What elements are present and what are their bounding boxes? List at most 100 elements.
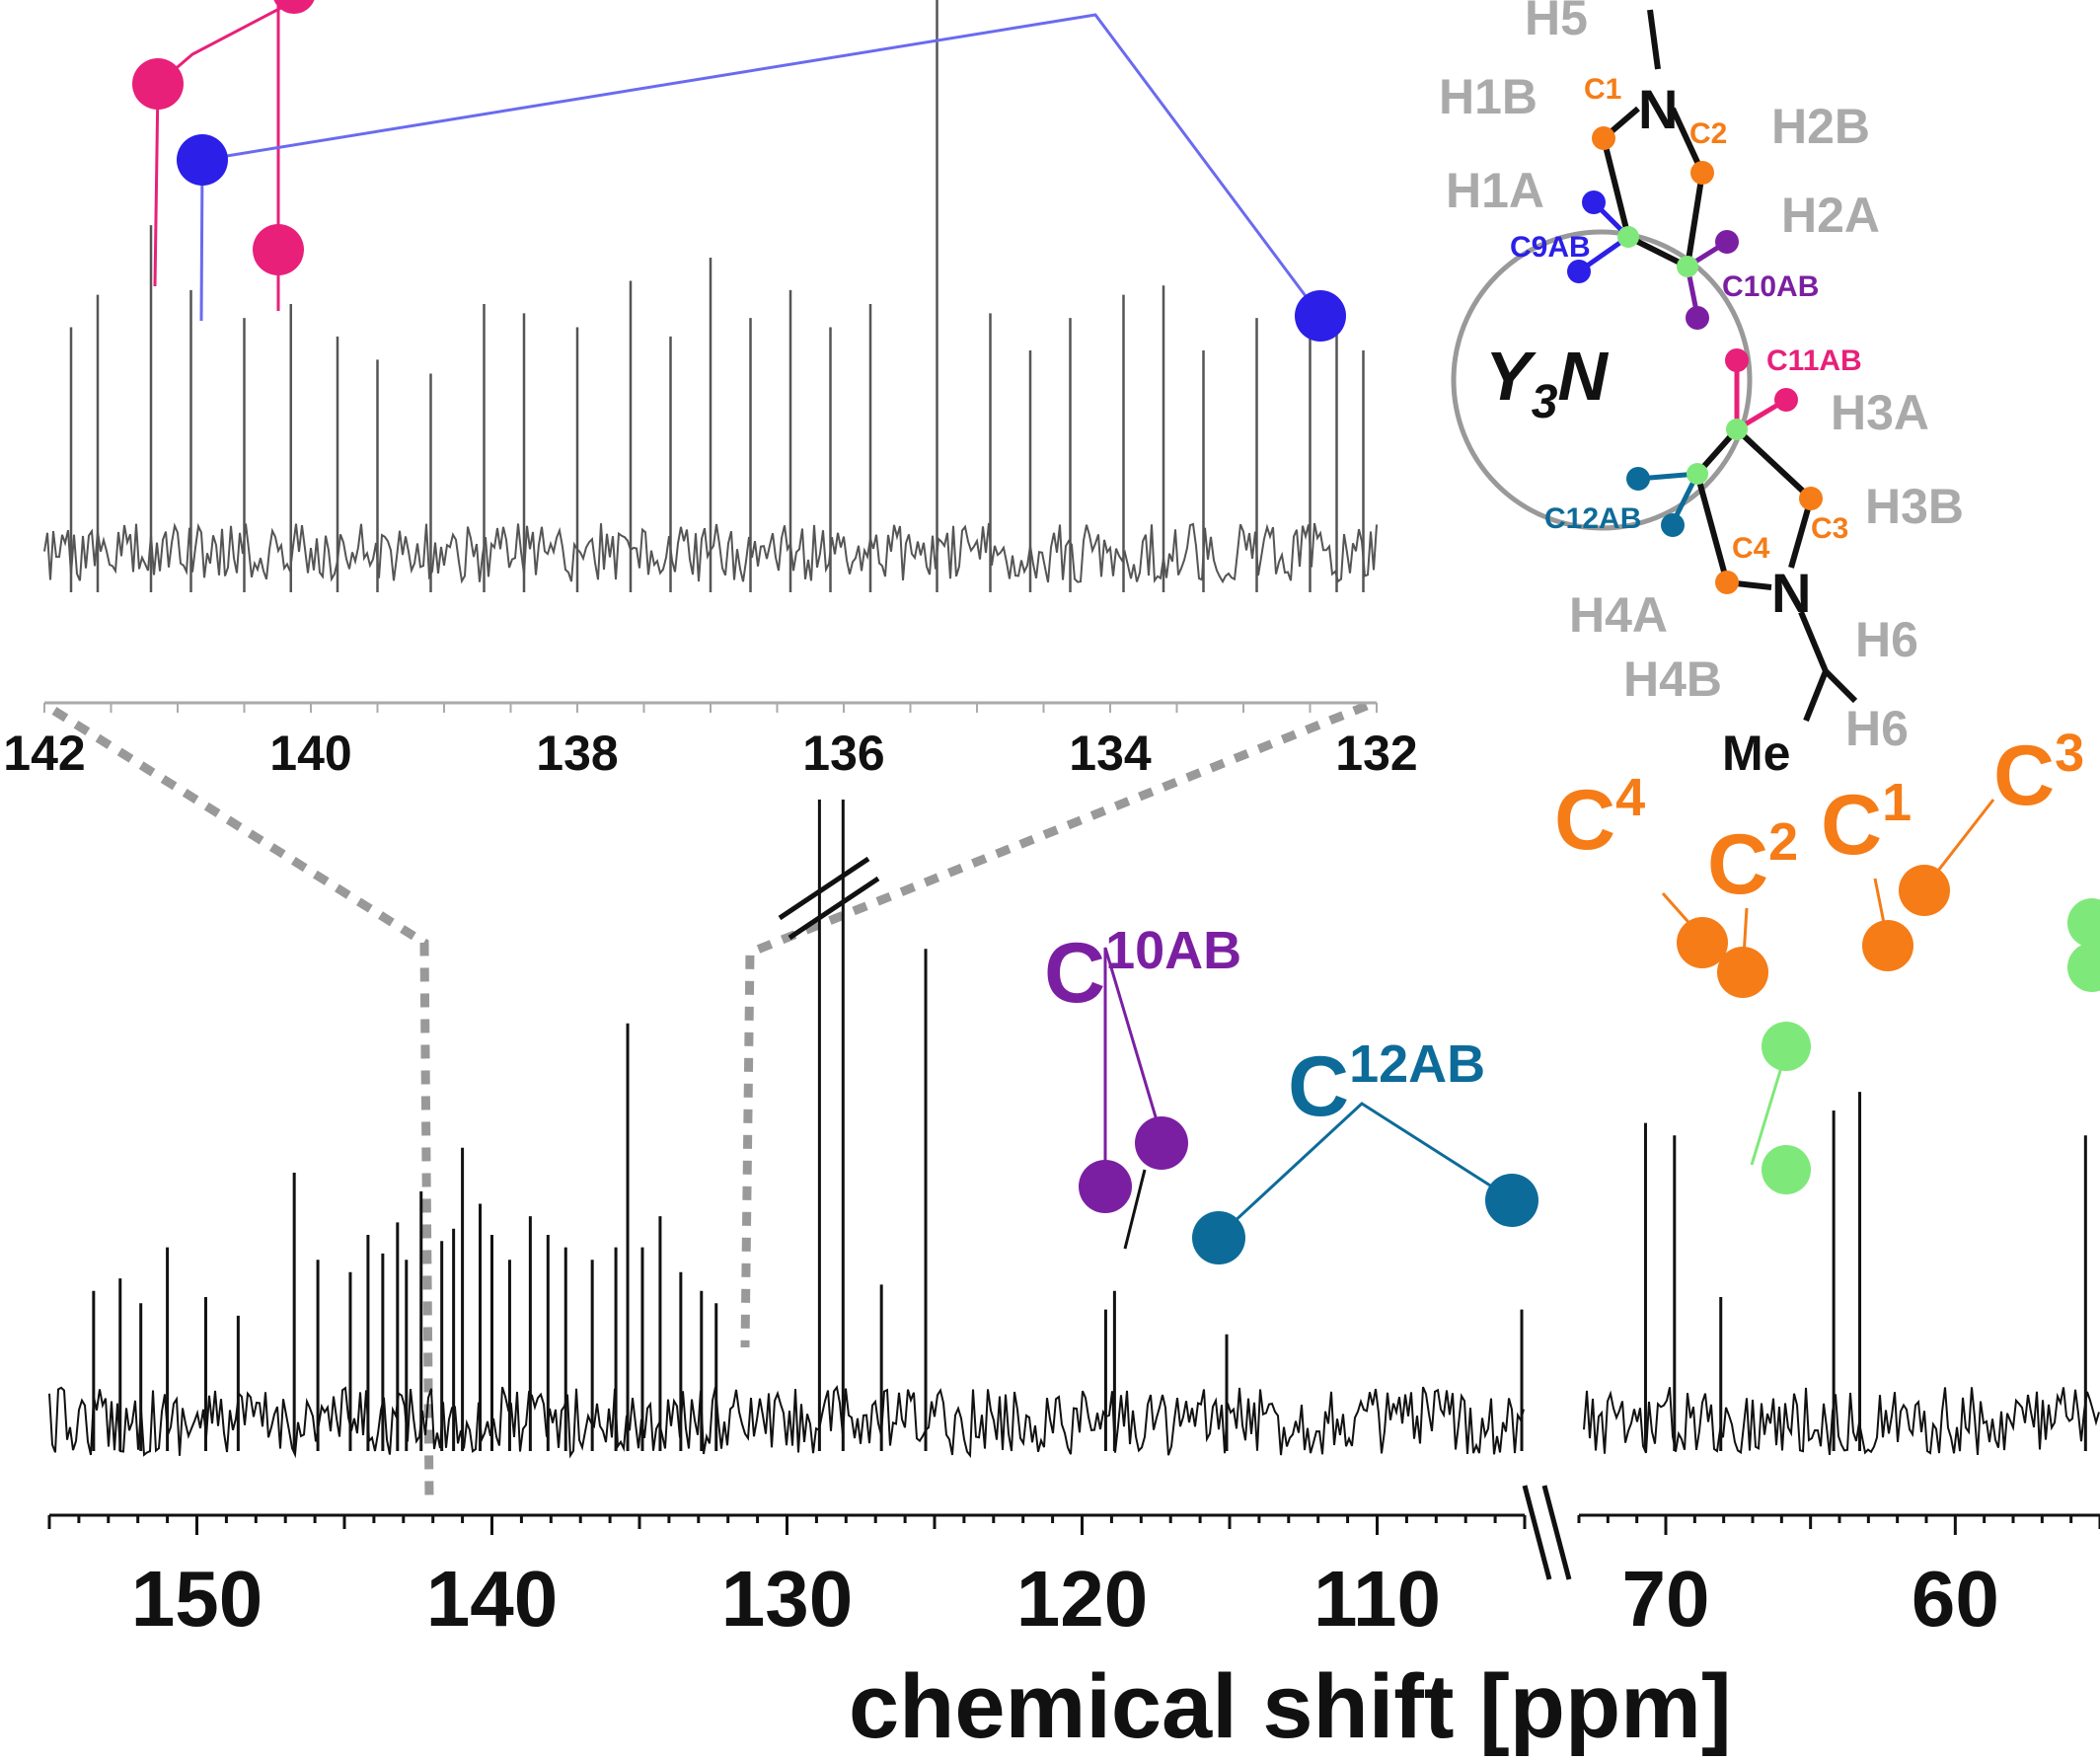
c1-atom-label: C1: [1584, 73, 1621, 106]
atom-c1: [1592, 126, 1615, 150]
atom-n2: N: [1771, 562, 1811, 624]
inset-annotations: [132, 0, 1346, 342]
bond-n2-me: [1798, 610, 1829, 673]
bond-n1-top: [1647, 9, 1661, 70]
c4-atom-label: C4: [1732, 532, 1770, 565]
green-marker-2: [1762, 1145, 1811, 1194]
h3a-label: H3A: [1831, 385, 1929, 440]
c3-atom-label: C3: [1811, 512, 1848, 545]
inset-spectrum: [43, 0, 1378, 592]
h1a-label: H1A: [1446, 163, 1544, 218]
annotation-c10ab: C10AB: [1044, 921, 1241, 1250]
axis-break-line-1: [1522, 1485, 1552, 1580]
atom-c12b: [1661, 513, 1685, 537]
bond-c9-c10: [1626, 234, 1689, 269]
c12ab-leader: [1217, 1102, 1513, 1238]
main-tick-label-130: 130: [721, 1555, 853, 1643]
peak-break-marks: [778, 856, 880, 941]
bond-c2-c10: [1685, 172, 1705, 268]
annotation-c3: C3: [1899, 724, 2084, 916]
h3b-label: H3B: [1865, 479, 1964, 534]
green-marker-1: [1762, 1022, 1811, 1071]
zoom-connectors: [51, 701, 1369, 1501]
c4-marker: [1677, 917, 1728, 968]
bond-c7-c3: [1734, 426, 1814, 501]
atom-c7: [1726, 419, 1748, 440]
blue-leader: [201, 13, 1322, 317]
main-tick-label-140: 140: [426, 1555, 558, 1643]
c10ab-marker-1: [1079, 1160, 1132, 1213]
annotation-c1: C1: [1821, 773, 1913, 971]
main-tick-label-60: 60: [1912, 1555, 1999, 1643]
h4b-label: H4B: [1623, 651, 1722, 707]
h4a-label: H4A: [1569, 587, 1668, 643]
magenta-marker-1: [132, 58, 184, 110]
inset-tick-label-132: 132: [1335, 726, 1417, 781]
atom-c2: [1690, 161, 1714, 185]
atom-c11b: [1774, 388, 1798, 412]
x-axis-title: chemical shift [ppm]: [849, 1656, 1732, 1756]
main-spectrum: [48, 800, 2100, 1459]
magenta-marker-2: [253, 224, 304, 275]
green-marker-3: [2067, 898, 2100, 948]
main-tick-label-110: 110: [1313, 1555, 1441, 1643]
atom-c10b: [1686, 306, 1709, 330]
bond-me-down: [1803, 669, 1829, 723]
magenta-marker-3: [273, 0, 315, 14]
molecule-side-bonds: [1577, 200, 1788, 525]
h6-label-1: H6: [1855, 612, 1918, 667]
inset-tick-label-136: 136: [802, 726, 884, 781]
zoom-connector-right: [740, 701, 1369, 1348]
atom-c12a: [1626, 467, 1650, 491]
peak-break-line-2: [788, 876, 880, 941]
c11ab-atom-label: C11AB: [1766, 345, 1862, 377]
c2-marker: [1717, 947, 1768, 998]
me-label: Me: [1722, 726, 1790, 781]
c12ab-marker-2: [1485, 1174, 1538, 1227]
c2-label: C2: [1707, 812, 1798, 912]
molecule-atom-dots: [1567, 126, 1823, 594]
atom-n1: N: [1638, 78, 1678, 140]
magenta-stem-1: [153, 83, 160, 287]
c3-label: C3: [1993, 724, 2084, 823]
c12ab-atom-label: C12AB: [1544, 502, 1641, 535]
molecule-diagram: Y3N: [1439, 0, 1964, 781]
h6-label-2: H6: [1845, 701, 1909, 756]
blue-marker-2: [1295, 290, 1346, 342]
annotation-c12ab: C12AB: [1192, 1034, 1538, 1264]
main-tick-label-120: 120: [1016, 1555, 1148, 1643]
atom-c9b: [1567, 260, 1591, 283]
atom-c9: [1617, 226, 1639, 248]
main-tick-label-70: 70: [1622, 1555, 1710, 1643]
c10ab-atom-label: C10AB: [1722, 270, 1819, 303]
molecule-center-label: Y3N: [1485, 338, 1609, 428]
blue-stem: [199, 159, 204, 322]
peak-break-line-1: [778, 856, 870, 921]
inset-tick-label-134: 134: [1069, 726, 1152, 781]
c2-atom-label: C2: [1689, 117, 1727, 150]
c3-marker: [1899, 865, 1950, 916]
inset-axis: 142 140 138 136 134 132: [3, 701, 1418, 781]
c12ab-marker-1: [1192, 1211, 1245, 1264]
main-baseline-noise-1: [48, 1384, 1525, 1459]
green-markers: [1750, 898, 2100, 1194]
c4-label: C4: [1554, 768, 1645, 868]
atom-c8: [1687, 463, 1708, 485]
inset-tick-label-138: 138: [536, 726, 618, 781]
bond-c1-c9: [1601, 137, 1631, 238]
atom-c4: [1715, 571, 1739, 594]
c1-marker: [1862, 920, 1913, 971]
inset-tick-label-142: 142: [3, 726, 85, 781]
inset-tick-label-140: 140: [269, 726, 351, 781]
atom-c3: [1799, 487, 1823, 510]
axis-break-marks: [1522, 1485, 1572, 1580]
molecule-cage-circle: [1451, 229, 1753, 531]
main-tick-label-150: 150: [131, 1555, 262, 1643]
h2a-label: H2A: [1781, 188, 1880, 243]
c1-label: C1: [1821, 773, 1912, 873]
zoom-connector-left: [51, 707, 434, 1501]
green-marker-4: [2067, 943, 2100, 992]
c10ab-stem: [1123, 1169, 1147, 1250]
